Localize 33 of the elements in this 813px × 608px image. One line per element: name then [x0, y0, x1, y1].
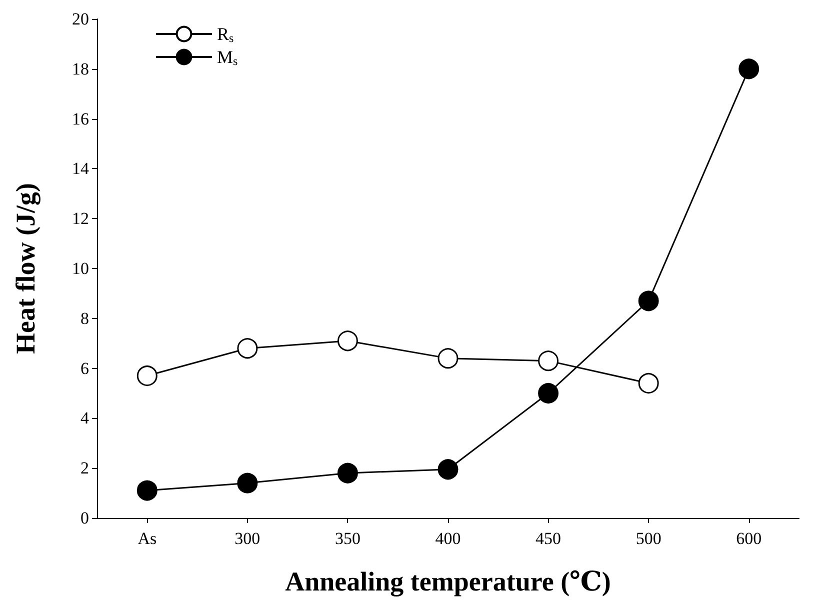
x-tick-label: 600 — [736, 529, 762, 548]
x-tick-label: 300 — [234, 529, 260, 548]
y-tick-label: 6 — [80, 358, 89, 378]
point — [337, 462, 358, 484]
point — [438, 348, 458, 369]
point — [538, 383, 559, 404]
point — [538, 350, 559, 372]
point — [237, 472, 258, 494]
y-tick-label: 16 — [72, 109, 89, 128]
y-tick-label: 12 — [72, 209, 89, 228]
x-tick-label: 450 — [536, 529, 562, 548]
x-tick-label: 500 — [636, 529, 662, 548]
y-tick-label: 10 — [72, 259, 89, 278]
point — [638, 290, 659, 312]
point — [738, 58, 760, 80]
x-axis-title: Annealing temperature (℃) — [285, 566, 611, 596]
y-tick-label: 2 — [80, 458, 89, 478]
y-tick-label: 18 — [72, 59, 89, 78]
y-tick-label: 20 — [72, 10, 89, 28]
x-tick-label: 400 — [435, 529, 461, 548]
point — [136, 480, 158, 501]
x-tick-label: 350 — [334, 529, 360, 548]
y-axis-title: Heat flow (J/g) — [10, 183, 40, 354]
point — [638, 373, 659, 394]
point — [136, 366, 158, 386]
y-tick-label: 8 — [80, 308, 89, 328]
y-tick-label: 0 — [80, 508, 89, 528]
point — [237, 338, 258, 359]
x-tick-label: As — [138, 529, 157, 548]
y-tick-label: 4 — [80, 408, 90, 428]
y-tick-label: 14 — [72, 159, 90, 178]
point — [337, 330, 358, 352]
point — [438, 459, 458, 480]
